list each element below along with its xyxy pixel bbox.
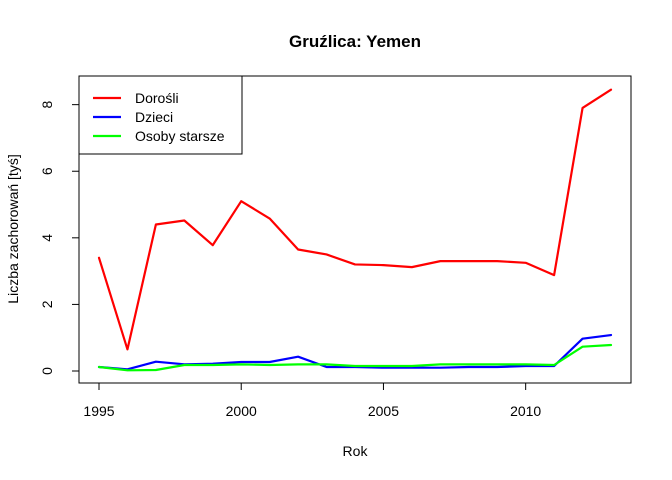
series-layer: [97, 88, 613, 372]
y-tick-label: 0: [39, 367, 55, 375]
x-tick-label: 2010: [510, 403, 541, 419]
y-axis-label: Liczba zachorowań [tyś]: [5, 154, 21, 303]
x-axis: 1995 2000 2005 2010: [83, 382, 541, 419]
x-tick-label: 2000: [226, 403, 257, 419]
legend-label-1: Dorośli: [135, 90, 179, 106]
x-tick-label: 2005: [368, 403, 399, 419]
y-tick-label: 8: [39, 101, 55, 109]
series-line-1: [97, 88, 613, 351]
x-tick-label: 1995: [83, 403, 114, 419]
legend-label-2: Dzieci: [135, 109, 173, 125]
x-axis-label: Rok: [343, 443, 369, 459]
y-tick-label: 2: [39, 300, 55, 308]
series-line-3: [97, 343, 613, 372]
y-tick-label: 4: [39, 234, 55, 242]
legend: Dorośli Dzieci Osoby starsze: [78, 75, 243, 155]
legend-box: [78, 75, 243, 155]
legend-label-3: Osoby starsze: [135, 128, 225, 144]
chart-title: Gruźlica: Yemen: [289, 32, 421, 51]
y-axis: 0 2 4 6 8: [39, 101, 80, 375]
y-tick-label: 6: [39, 167, 55, 175]
